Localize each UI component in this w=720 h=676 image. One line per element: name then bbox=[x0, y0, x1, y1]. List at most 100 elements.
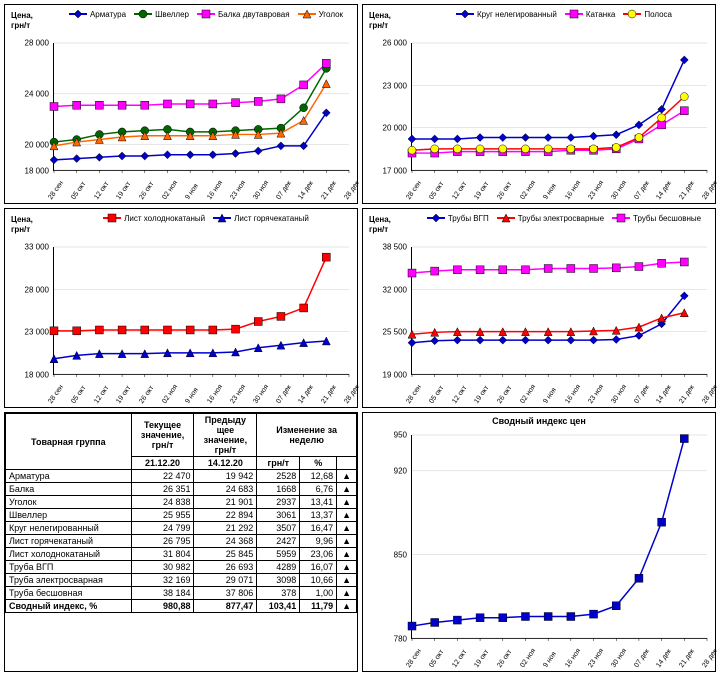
th-sub1: грн/т bbox=[257, 457, 300, 470]
x-tick: 07 дек bbox=[633, 384, 651, 405]
y-tick: 28 000 bbox=[25, 285, 49, 294]
y-axis-label: Цена,грн/т bbox=[11, 215, 33, 234]
legend-item: Уголок bbox=[298, 9, 343, 19]
y-tick: 920 bbox=[394, 467, 407, 476]
legend-item: Катанка bbox=[565, 9, 616, 19]
legend-item: Круг нелегированный bbox=[456, 9, 557, 19]
y-tick: 23 000 bbox=[383, 81, 407, 90]
table-row: Лист горячекатаный26 79524 36824279,96▲ bbox=[6, 535, 357, 548]
th-prev: Предыдущеезначение,грн/т bbox=[194, 414, 257, 457]
x-tick: 23 ноя bbox=[587, 648, 605, 669]
table-row: Балка26 35124 68316686,76▲ bbox=[6, 483, 357, 496]
x-tick: 16 ноя bbox=[565, 180, 583, 201]
th-date2: 14.12.20 bbox=[194, 457, 257, 470]
x-tick: 05 окт bbox=[70, 181, 87, 201]
y-tick: 950 bbox=[394, 431, 407, 440]
x-tick: 14 дек bbox=[656, 384, 674, 405]
x-tick: 12 окт bbox=[93, 181, 110, 201]
legend: Трубы ВГПТрубы электросварныеТрубы бесшо… bbox=[418, 213, 710, 223]
x-tick: 9 ноя bbox=[542, 183, 558, 201]
x-tick: 21 дек bbox=[678, 180, 696, 201]
y-tick: 28 000 bbox=[25, 39, 49, 48]
legend: Лист холоднокатаныйЛист горячекатаный bbox=[60, 213, 352, 223]
y-axis-label: Цена,грн/т bbox=[369, 215, 391, 234]
x-tick: 14 дек bbox=[656, 648, 674, 669]
y-tick: 20 000 bbox=[25, 141, 49, 150]
chart-panel-2: Цена,грн/тКруг нелегированныйКатанкаПоло… bbox=[362, 4, 716, 204]
x-tick: 26 окт bbox=[138, 385, 155, 405]
x-tick: 07 дек bbox=[275, 180, 293, 201]
x-tick: 9 ноя bbox=[184, 183, 200, 201]
y-tick: 33 000 bbox=[25, 243, 49, 252]
table-total-row: Сводный индекс, %980,88877,47103,4111,79… bbox=[6, 600, 357, 613]
x-tick: 19 окт bbox=[116, 385, 133, 405]
x-tick: 12 окт bbox=[451, 181, 468, 201]
x-tick: 28 сен bbox=[405, 180, 423, 201]
chart-title: Сводный индекс цен bbox=[363, 413, 715, 429]
x-tick: 12 окт bbox=[451, 385, 468, 405]
x-tick: 23 ноя bbox=[229, 384, 247, 405]
legend: Круг нелегированный Катанка Полоса bbox=[418, 9, 710, 19]
y-tick: 32 000 bbox=[383, 285, 407, 294]
th-date1: 21.12.20 bbox=[131, 457, 194, 470]
x-tick: 02 ноя bbox=[519, 384, 537, 405]
x-tick: 30 ноя bbox=[610, 384, 628, 405]
x-tick: 9 ноя bbox=[184, 387, 200, 405]
x-tick: 14 дек bbox=[298, 384, 316, 405]
x-tick: 28 сен bbox=[405, 384, 423, 405]
legend: АрматураШвеллерБалка двутавроваяУголок bbox=[60, 9, 352, 19]
chart-panel-index: Сводный индекс цен78085092095028 сен05 о… bbox=[362, 412, 716, 672]
x-tick: 07 дек bbox=[633, 180, 651, 201]
table-row: Уголок24 83821 901293713,41▲ bbox=[6, 496, 357, 509]
th-sub2: % bbox=[300, 457, 337, 470]
legend-item: Полоса bbox=[623, 9, 672, 19]
x-tick: 23 ноя bbox=[587, 384, 605, 405]
x-tick: 05 окт bbox=[70, 385, 87, 405]
y-tick: 25 500 bbox=[383, 328, 407, 337]
legend-item: Трубы бесшовные bbox=[612, 213, 701, 223]
y-tick: 20 000 bbox=[383, 124, 407, 133]
x-tick: 23 ноя bbox=[229, 180, 247, 201]
th-current: Текущеезначение,грн/т bbox=[131, 414, 194, 457]
th-change: Изменение занеделю bbox=[257, 414, 357, 457]
table-row: Лист холоднокатаный31 80425 845595923,06… bbox=[6, 548, 357, 561]
x-tick: 28 сен bbox=[405, 648, 423, 669]
x-tick: 28 сен bbox=[47, 384, 65, 405]
x-tick: 05 окт bbox=[428, 385, 445, 405]
x-tick: 19 окт bbox=[474, 385, 491, 405]
y-tick: 23 000 bbox=[25, 328, 49, 337]
x-tick: 30 ноя bbox=[610, 648, 628, 669]
x-tick: 07 дек bbox=[633, 648, 651, 669]
legend-item: Швеллер bbox=[134, 9, 189, 19]
x-tick: 14 дек bbox=[298, 180, 316, 201]
x-tick: 28 дек bbox=[343, 180, 361, 201]
th-product: Товарная группа bbox=[6, 414, 132, 470]
x-tick: 21 дек bbox=[320, 384, 338, 405]
x-tick: 28 дек bbox=[701, 180, 719, 201]
x-tick: 9 ноя bbox=[542, 651, 558, 669]
y-tick: 19 000 bbox=[383, 371, 407, 380]
x-tick: 21 дек bbox=[678, 648, 696, 669]
y-tick: 780 bbox=[394, 635, 407, 644]
x-tick: 28 дек bbox=[701, 648, 719, 669]
x-tick: 19 окт bbox=[474, 181, 491, 201]
legend-item: Трубы ВГП bbox=[427, 213, 489, 223]
x-tick: 30 ноя bbox=[252, 180, 270, 201]
chart-panel-1: Цена,грн/тАрматураШвеллерБалка двутавров… bbox=[4, 4, 358, 204]
x-tick: 26 окт bbox=[138, 181, 155, 201]
x-tick: 16 ноя bbox=[207, 180, 225, 201]
chart-panel-3: Цена,грн/т Лист холоднокатаныйЛист горяче… bbox=[4, 208, 358, 408]
x-tick: 26 окт bbox=[496, 649, 513, 669]
y-tick: 38 500 bbox=[383, 243, 407, 252]
table-row: Труба электросварная32 16929 071309810,6… bbox=[6, 574, 357, 587]
x-tick: 26 окт bbox=[496, 181, 513, 201]
x-tick: 16 ноя bbox=[565, 648, 583, 669]
x-tick: 02 ноя bbox=[519, 180, 537, 201]
x-tick: 14 дек bbox=[656, 180, 674, 201]
x-tick: 26 окт bbox=[496, 385, 513, 405]
x-tick: 16 ноя bbox=[207, 384, 225, 405]
x-tick: 02 ноя bbox=[161, 384, 179, 405]
x-tick: 28 дек bbox=[701, 384, 719, 405]
y-tick: 18 000 bbox=[25, 371, 49, 380]
x-tick: 30 ноя bbox=[610, 180, 628, 201]
